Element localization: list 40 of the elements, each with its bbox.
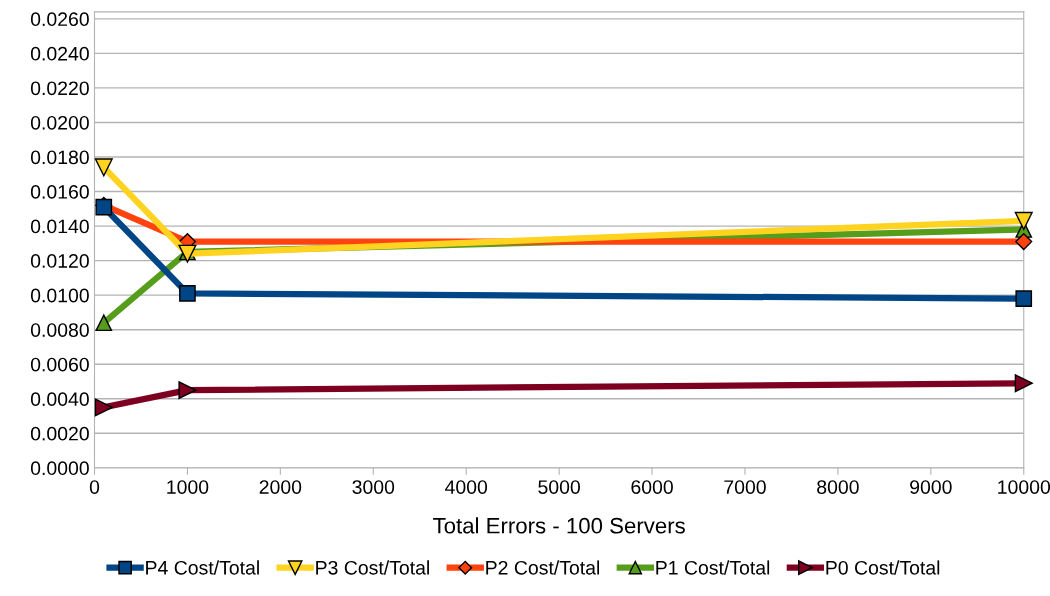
point [178,381,197,400]
x-tick-label: 7000 [724,480,766,494]
legend-label: P4 Cost/Total [146,560,259,575]
x-axis-title: Total Errors - 100 Servers [433,517,685,534]
point [179,285,196,302]
y-tick-label: 0.0020 [30,426,89,441]
y-tick-label: 0.0240 [30,46,89,61]
y-tick-label: 0.0220 [30,81,89,96]
point [94,158,113,177]
point [1014,211,1033,230]
y-tick-label: 0.0060 [30,357,89,372]
y-tick-label: 0.0180 [30,150,89,165]
y-tick-label: 0.0140 [30,219,89,234]
x-tick-label: 3000 [352,480,395,494]
point [1015,233,1033,251]
x-tick-label: 6000 [631,480,673,494]
point [1015,290,1033,307]
legend-label: P0 Cost/Total [826,560,940,575]
y-tick-label: 0.0120 [30,254,89,268]
y-tick-label: 0.0040 [30,392,89,407]
y-tick-label: 0.0000 [30,461,89,476]
y-tick-label: 0.0080 [30,323,89,337]
x-tick-label: 2000 [259,480,302,494]
x-tick-label: 0 [89,480,100,494]
legend-label: P3 Cost/Total [316,560,429,575]
x-tick-label: 9000 [910,480,952,494]
point [94,398,113,417]
y-tick-label: 0.0200 [30,115,89,130]
x-tick-label: 5000 [538,480,580,494]
legend-label: P1 Cost/Total [656,560,770,575]
y-tick-label: 0.0260 [30,12,89,27]
point [95,314,113,332]
y-tick-label: 0.0100 [30,288,89,303]
legend-label: P2 Cost/Total [486,560,600,575]
x-tick-label: 4000 [445,480,488,494]
point [1014,374,1033,393]
x-tick-label: 10000 [998,480,1050,494]
x-tick-label: 8000 [817,480,859,494]
x-tick-label: 1000 [167,480,209,494]
y-tick-label: 0.0160 [30,185,89,199]
